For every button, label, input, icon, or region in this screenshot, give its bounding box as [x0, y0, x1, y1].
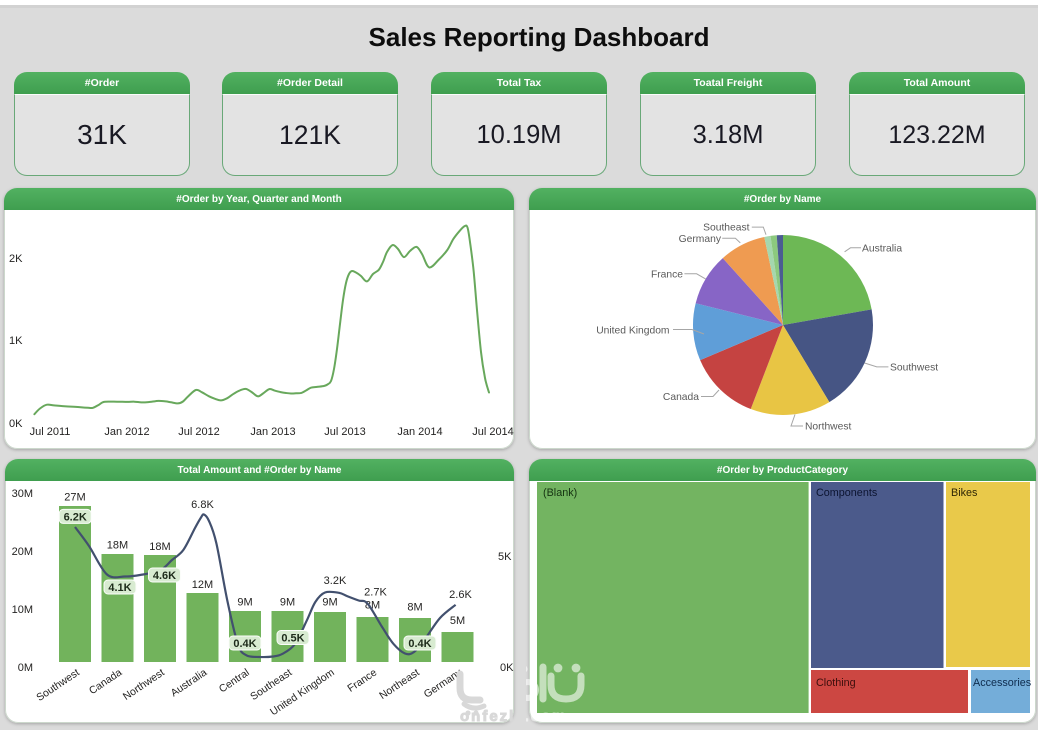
svg-text:1K: 1K — [9, 335, 23, 347]
svg-text:Jul 2011: Jul 2011 — [30, 426, 71, 438]
svg-text:Jul 2014: Jul 2014 — [472, 426, 514, 438]
svg-text:Northwest: Northwest — [121, 666, 167, 702]
svg-text:5K: 5K — [498, 551, 512, 563]
svg-text:0.4K: 0.4K — [233, 638, 256, 650]
svg-text:Germany: Germany — [679, 234, 722, 245]
svg-text:Australia: Australia — [169, 666, 210, 699]
svg-text:Components: Components — [816, 487, 878, 499]
svg-text:Bikes: Bikes — [951, 487, 978, 499]
svg-text:Jul 2012: Jul 2012 — [178, 426, 220, 438]
svg-text:France: France — [651, 270, 683, 281]
svg-text:0M: 0M — [18, 662, 33, 674]
svg-text:Southeast: Southeast — [703, 223, 750, 234]
svg-text:0.4K: 0.4K — [408, 638, 431, 650]
svg-text:18M: 18M — [107, 540, 128, 552]
svg-text:2.7K: 2.7K — [364, 587, 387, 599]
svg-text:Northeast: Northeast — [377, 666, 422, 701]
svg-text:Jul 2013: Jul 2013 — [324, 426, 366, 438]
svg-text:20M: 20M — [12, 546, 33, 558]
svg-text:2K: 2K — [9, 253, 23, 265]
svg-text:8M: 8M — [365, 600, 380, 612]
svg-text:4.6K: 4.6K — [153, 570, 176, 582]
svg-text:Jan 2013: Jan 2013 — [250, 426, 295, 438]
svg-text:18M: 18M — [149, 541, 170, 553]
svg-text:9M: 9M — [237, 597, 252, 609]
svg-text:Canada: Canada — [663, 392, 699, 403]
svg-text:Southwest: Southwest — [34, 666, 81, 703]
svg-text:Canada: Canada — [87, 666, 124, 697]
svg-text:5M: 5M — [450, 615, 465, 627]
svg-text:9M: 9M — [280, 597, 295, 609]
svg-text:3.2K: 3.2K — [324, 575, 347, 587]
svg-text:Southwest: Southwest — [890, 363, 938, 374]
svg-text:Northwest: Northwest — [805, 422, 851, 433]
svg-text:6.2K: 6.2K — [64, 511, 87, 523]
svg-text:8M: 8M — [407, 602, 422, 614]
svg-text:Clothing: Clothing — [816, 677, 856, 689]
svg-text:9M: 9M — [322, 597, 337, 609]
svg-text:Jan 2012: Jan 2012 — [104, 426, 149, 438]
svg-text:10M: 10M — [12, 604, 33, 616]
svg-text:0K: 0K — [9, 418, 23, 430]
svg-text:France: France — [345, 666, 379, 694]
svg-text:4.1K: 4.1K — [108, 582, 131, 594]
svg-text:United Kingdom: United Kingdom — [596, 326, 669, 337]
svg-text:Central: Central — [217, 667, 252, 696]
svg-text:6.8K: 6.8K — [191, 499, 214, 511]
svg-text:12M: 12M — [192, 579, 213, 591]
svg-text:Accessories: Accessories — [973, 677, 1032, 689]
svg-text:0.5K: 0.5K — [281, 633, 304, 645]
svg-text:Jan 2014: Jan 2014 — [397, 426, 442, 438]
svg-text:Australia: Australia — [862, 244, 902, 255]
svg-text:27M: 27M — [64, 492, 85, 504]
svg-text:(Blank): (Blank) — [543, 487, 577, 499]
svg-text:0K: 0K — [500, 662, 514, 674]
svg-text:30M: 30M — [12, 488, 33, 500]
svg-text:2.6K: 2.6K — [449, 589, 472, 601]
